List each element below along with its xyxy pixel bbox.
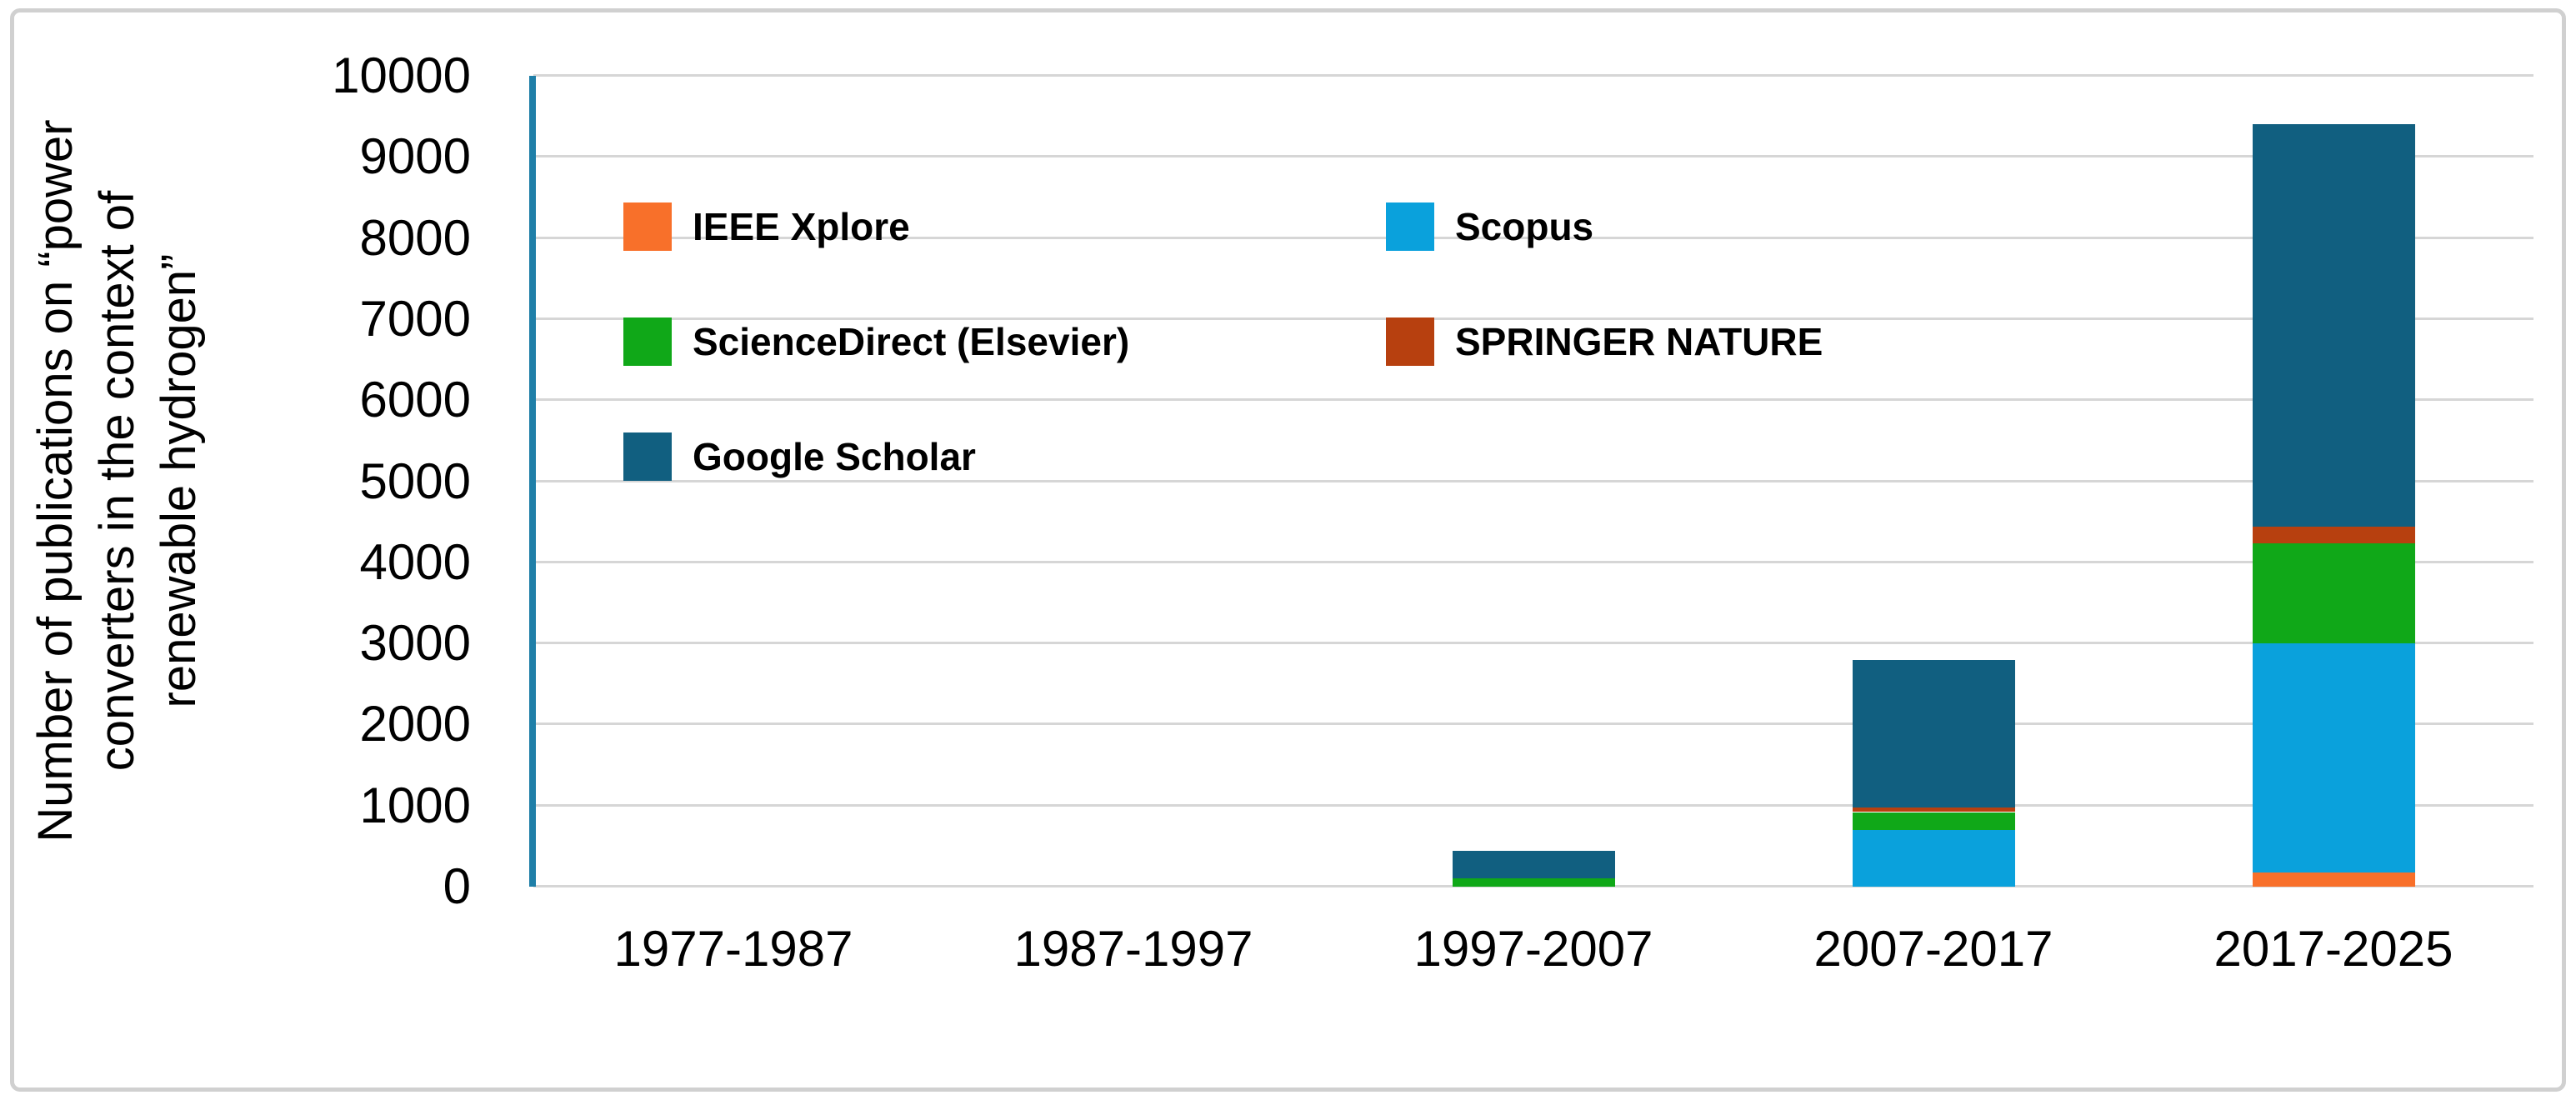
x-tick-label: 1977-1987 [613,921,853,977]
plot-area [529,74,2533,888]
y-tick-label: 8000 [359,209,471,266]
x-tick-label: 1987-1997 [1013,921,1253,977]
y-tick-label: 3000 [359,615,471,672]
legend-label: ScienceDirect (Elsevier) [693,320,1130,363]
bar-segment-ScienceDirect (Elsevier) [1452,878,1615,887]
y-tick-label: 7000 [359,290,471,347]
bar-segment-ScienceDirect (Elsevier) [2252,543,2415,644]
bar-segment-Google Scholar [1852,659,2015,808]
gridline [533,155,2533,158]
y-axis-line [529,76,536,887]
y-tick-label: 6000 [359,372,471,428]
legend-swatch-icon [623,432,672,481]
legend-item-ScienceDirect (Elsevier): ScienceDirect (Elsevier) [623,284,1386,399]
legend-label: SPRINGER NATURE [1455,320,1823,363]
bar-segment-SPRINGER NATURE [1852,807,2015,812]
gridline [533,398,2533,402]
legend: IEEE Xplore Scopus ScienceDirect (Elsevier… [623,169,1823,514]
y-tick-label: 5000 [359,452,471,509]
gridline [533,560,2533,563]
x-axis-tick-labels: 1977-1987 1987-1997 1997-2007 2007-2017 2017… [533,920,2533,978]
bar-segment-IEEE Xplore [2252,872,2415,887]
legend-item-Scopus: Scopus [1386,169,1823,284]
stacked-bar-1997-2007 [1452,851,1615,887]
x-tick-label: 1997-2007 [1413,921,1653,977]
legend-item-SPRINGER NATURE: SPRINGER NATURE [1386,284,1823,399]
gridline [533,642,2533,645]
bar-segment-SPRINGER NATURE [2252,527,2415,544]
y-tick-label: 4000 [359,533,471,590]
legend-item-Google Scholar: Google Scholar [623,399,1386,514]
x-tick-label: 2007-2017 [1813,921,2053,977]
legend-swatch-icon [623,318,672,366]
bar-segment-Google Scholar [2252,124,2415,527]
gridline [533,803,2533,807]
y-tick-label: 0 [443,858,471,914]
legend-label: IEEE Xplore [693,205,910,248]
bar-segment-ScienceDirect (Elsevier) [1852,812,2015,830]
stacked-bar-2007-2017 [1852,659,2015,887]
legend-swatch-icon [1386,202,1434,251]
bar-segment-Scopus [1852,829,2015,887]
y-axis-tick-labels: 0 1000 2000 3000 4000 5000 6000 7000 8000 9000 100… [0,50,471,912]
gridline [533,317,2533,320]
y-tick-label: 1000 [359,777,471,833]
y-tick-label: 9000 [359,128,471,185]
stacked-bar-2017-2025 [2252,124,2415,887]
gridline [533,479,2533,482]
legend-label: Google Scholar [693,435,976,478]
y-tick-label: 2000 [359,696,471,752]
gridline [533,236,2533,239]
legend-item-IEEE Xplore: IEEE Xplore [623,169,1386,284]
x-tick-label: 2017-2025 [2213,921,2453,977]
y-tick-label: 10000 [332,48,471,103]
bar-segment-Google Scholar [1452,851,1615,879]
legend-swatch-icon [1386,318,1434,366]
legend-label: Scopus [1455,205,1594,248]
bar-segment-Scopus [2252,643,2415,873]
gridline [533,74,2533,77]
legend-swatch-icon [623,202,672,251]
gridline [533,722,2533,726]
